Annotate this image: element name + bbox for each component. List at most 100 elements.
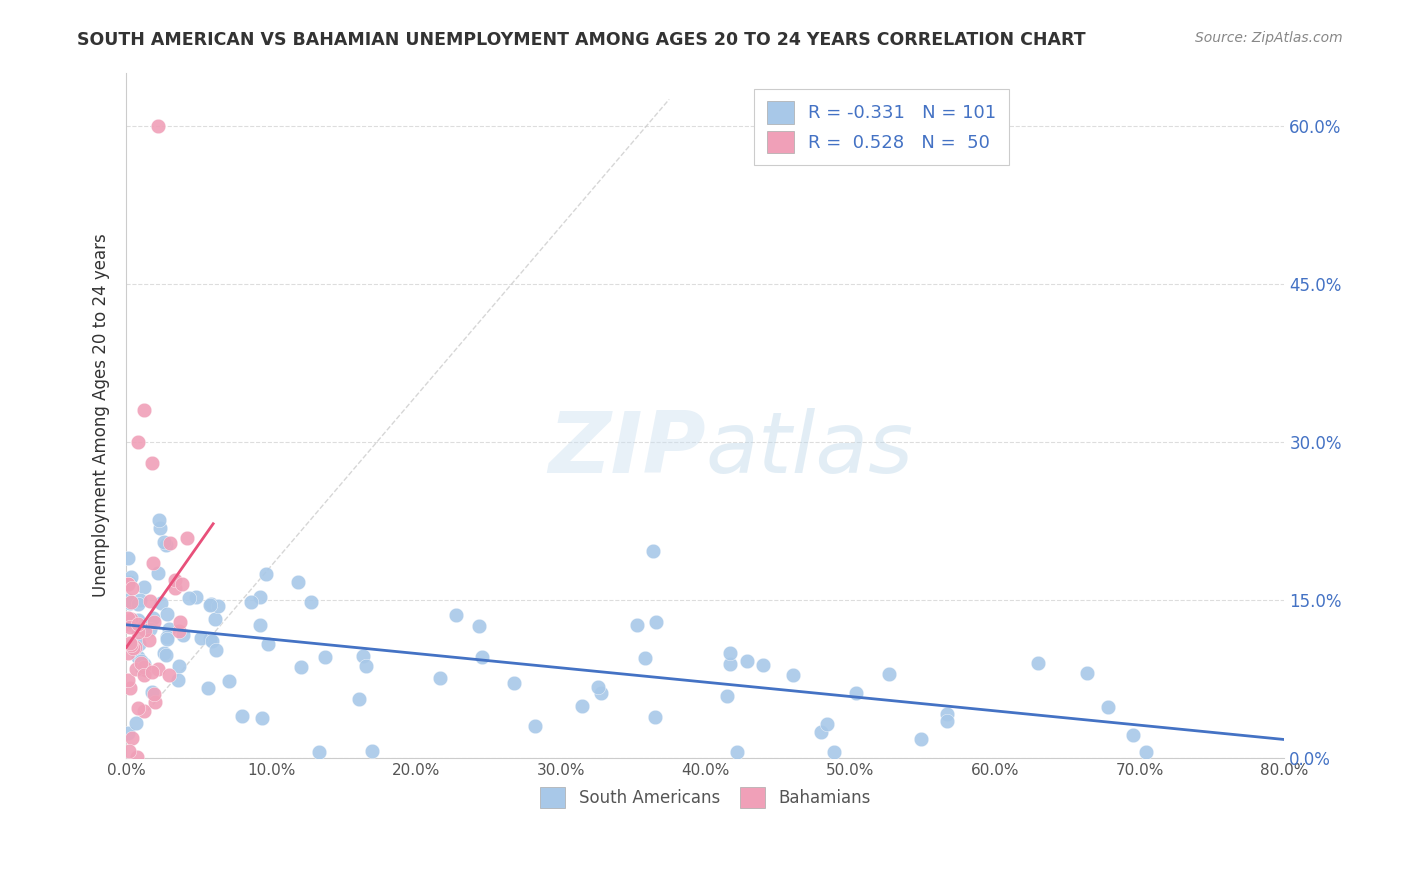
Point [120,616,142,631]
Point [134,580,156,594]
Point [735,654,758,668]
Point [153,535,176,549]
Point [139,615,162,630]
Point [257,637,280,651]
Point [121,570,143,584]
Point [148,662,170,676]
Point [184,590,207,604]
Point [877,666,900,681]
Point [127,649,149,664]
Point [1076,665,1098,680]
Point [125,663,148,677]
Point [467,619,489,633]
Point [725,745,748,759]
Point [124,716,146,731]
Point [823,745,845,759]
Point [644,615,666,629]
Point [159,535,181,549]
Point [135,663,157,677]
Point [118,744,141,758]
Point [141,665,163,679]
Point [163,573,186,587]
Point [207,599,229,614]
Point [249,618,271,632]
Point [127,597,149,611]
Text: Source: ZipAtlas.com: Source: ZipAtlas.com [1195,31,1343,45]
Point [167,624,190,639]
Point [810,725,832,739]
Point [128,637,150,651]
Text: atlas: atlas [706,408,914,491]
Point [256,566,278,581]
Point [218,674,240,689]
Point [138,633,160,648]
Point [571,698,593,713]
Point [936,714,959,728]
Point [117,673,139,688]
Point [118,574,141,589]
Point [1135,745,1157,759]
Point [141,456,163,470]
Point [155,648,177,662]
Point [117,593,139,607]
Point [138,594,160,608]
Point [347,692,370,706]
Point [586,680,609,694]
Point [591,686,613,700]
Point [129,654,152,668]
Point [132,667,155,681]
Point [120,595,142,609]
Point [716,689,738,703]
Point [718,657,741,672]
Point [139,623,162,637]
Point [132,403,155,417]
Point [157,668,180,682]
Point [240,595,263,609]
Point [143,687,166,701]
Point [190,631,212,645]
Point [120,612,142,626]
Point [523,719,546,733]
Point [120,636,142,650]
Point [471,650,494,665]
Point [361,744,384,758]
Y-axis label: Unemployment Among Ages 20 to 24 years: Unemployment Among Ages 20 to 24 years [93,234,110,597]
Point [1026,656,1049,670]
Point [200,597,222,611]
Point [142,611,165,625]
Point [118,619,141,633]
Point [134,624,156,638]
Point [634,650,657,665]
Point [145,695,167,709]
Point [197,681,219,695]
Point [157,623,180,637]
Point [172,576,194,591]
Point [117,576,139,591]
Point [356,659,378,673]
Point [169,615,191,630]
Point [132,661,155,675]
Point [299,595,322,609]
Point [127,434,149,449]
Point [503,676,526,690]
Point [172,627,194,641]
Point [250,710,273,724]
Point [752,658,775,673]
Point [176,531,198,545]
Point [142,556,165,570]
Point [121,731,143,745]
Point [352,649,374,664]
Point [179,591,201,606]
Point [127,701,149,715]
Point [1097,700,1119,714]
Point [287,574,309,589]
Point [845,686,868,700]
Point [204,611,226,625]
Point [127,616,149,631]
Point [132,660,155,674]
Point [117,550,139,565]
Point [201,633,224,648]
Point [146,566,169,581]
Point [141,685,163,699]
Point [155,538,177,552]
